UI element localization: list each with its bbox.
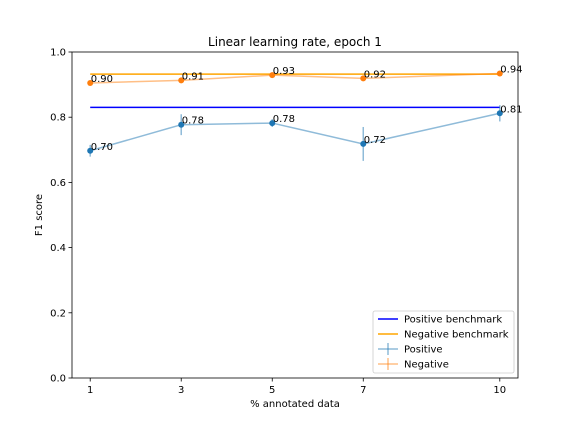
data-point: [360, 75, 367, 82]
legend-label: Positive: [404, 345, 443, 356]
data-label: 0.72: [364, 135, 386, 146]
x-tick-label: 5: [269, 385, 275, 396]
data-label: 0.78: [273, 114, 295, 125]
data-point: [496, 70, 503, 77]
y-tick-label: 0.2: [50, 308, 66, 319]
data-label: 0.70: [91, 142, 113, 153]
data-point: [496, 110, 503, 117]
y-axis-label: F1 score: [34, 194, 45, 236]
data-point: [178, 77, 185, 84]
data-label: 0.94: [500, 65, 522, 76]
y-tick-label: 0.4: [50, 243, 66, 254]
x-axis-label: % annotated data: [250, 399, 340, 410]
x-tick-label: 10: [493, 385, 506, 396]
data-label: 0.93: [273, 66, 295, 77]
plot-area: 0.70 0.78 0.78 0.72 0.81 0.90 0.91 0.93 0.92 0.94: [87, 65, 523, 161]
legend: Positive benchmark Negative benchmark Posi…: [372, 310, 515, 374]
x-tick-label: 3: [178, 385, 184, 396]
x-axis: 1 3 5 7 10: [87, 378, 506, 396]
data-label: 0.90: [91, 74, 113, 85]
data-point: [269, 120, 276, 127]
y-axis: 0.0 0.2 0.4 0.6 0.8 1.0: [50, 48, 72, 385]
axes-frame: [71, 51, 519, 379]
legend-box: [372, 310, 515, 374]
data-label: 0.91: [182, 71, 204, 82]
y-tick-label: 1.0: [50, 48, 66, 59]
legend-label: Positive benchmark: [404, 315, 502, 326]
data-label: 0.78: [182, 116, 204, 127]
legend-label: Negative benchmark: [404, 330, 509, 341]
data-point: [360, 140, 367, 147]
y-tick-label: 0.0: [50, 374, 66, 385]
y-tick-label: 0.6: [50, 178, 66, 189]
legend-label: Negative: [404, 360, 449, 371]
chart-title: Linear learning rate, epoch 1: [208, 35, 382, 49]
data-point: [87, 79, 94, 86]
x-tick-label: 7: [360, 385, 366, 396]
data-point: [87, 147, 94, 154]
x-tick-label: 1: [87, 385, 93, 396]
data-point: [178, 121, 185, 128]
data-label: 0.92: [364, 69, 386, 80]
y-tick-label: 0.8: [50, 113, 66, 124]
data-point: [269, 72, 276, 79]
data-label: 0.81: [500, 104, 522, 115]
